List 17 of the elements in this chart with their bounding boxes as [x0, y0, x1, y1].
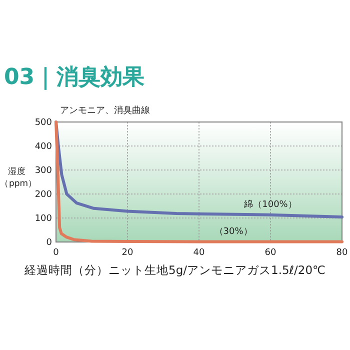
y-tick-label: 100 — [34, 214, 52, 224]
x-tick-label: 80 — [336, 248, 348, 258]
x-tick-label: 40 — [193, 248, 205, 258]
chart-subtitle: アンモニア、消臭曲線 — [60, 104, 150, 117]
chart-title: 03｜消臭効果 — [4, 64, 145, 92]
line-series — [54, 120, 344, 244]
series-label: （30%） — [214, 226, 252, 237]
x-tick-label: 60 — [264, 248, 276, 258]
y-tick-label: 300 — [34, 166, 52, 176]
series-label: 綿（100%） — [243, 198, 297, 210]
y-tick-label: 200 — [34, 190, 52, 200]
x-tick-label: 20 — [122, 248, 134, 258]
x-axis-title: 経過時間（分）ニット生地5g/アンモニアガス1.5ℓ/20℃ — [24, 263, 326, 278]
x-tick-label: 0 — [53, 248, 60, 258]
y-tick-label: 400 — [34, 142, 52, 152]
y-tick-label: 0 — [46, 238, 52, 248]
y-tick-label: 500 — [34, 118, 52, 128]
